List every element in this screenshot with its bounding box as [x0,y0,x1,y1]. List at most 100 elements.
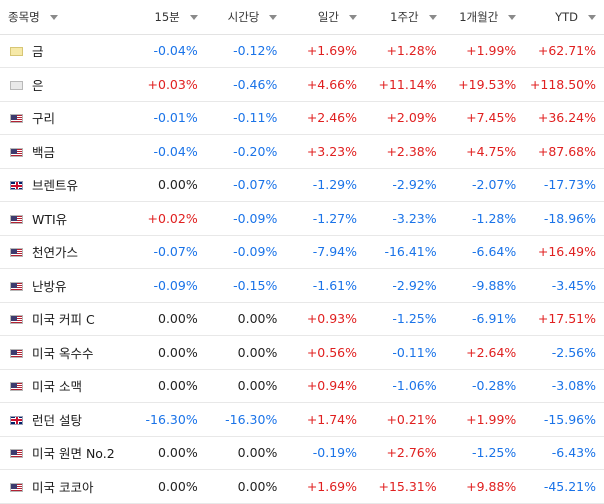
change-value-cell: -17.73% [524,168,604,202]
commodity-name-link[interactable]: 난방유 [32,278,67,294]
commodity-name-cell[interactable]: 구리 [0,101,127,135]
column-header-hourly[interactable]: 시간당 [205,0,286,35]
column-header-label: YTD [555,9,578,24]
us-flag-icon [10,248,23,258]
change-value-cell: -0.12% [205,34,286,68]
us-flag-icon [10,482,23,492]
table-row[interactable]: 구리 -0.01% -0.11% +2.46% +2.09% +7.45% +36.24% [0,101,604,135]
column-header-monthly[interactable]: 1개월간 [444,0,525,35]
column-header-ytd[interactable]: YTD [524,0,604,35]
sort-caret-icon[interactable] [428,14,437,20]
table-row[interactable]: 백금 -0.04% -0.20% +3.23% +2.38% +4.75% +87.68% [0,134,604,169]
commodity-name-link[interactable]: 미국 옥수수 [32,345,94,361]
change-value-cell: +0.93% [285,302,365,336]
column-header-daily[interactable]: 일간 [285,0,365,35]
sort-caret-icon[interactable] [508,14,517,20]
silver-icon [10,80,23,90]
us-flag-icon [10,114,23,124]
commodity-name-cell[interactable]: 미국 옥수수 [0,335,127,370]
commodity-name-link[interactable]: 금 [32,44,44,60]
sort-caret-icon[interactable] [189,14,198,20]
sort-caret-icon[interactable] [269,14,278,20]
commodity-name-link[interactable]: 미국 소맥 [32,379,82,395]
commodity-name-cell[interactable]: 미국 코코아 [0,469,127,504]
table-row[interactable]: 천연가스 -0.07% -0.09% -7.94% -16.41% -6.64% +16.4… [0,235,604,269]
column-header-label: 시간당 [227,9,260,24]
table-row[interactable]: 브렌트유 0.00% -0.07% -1.29% -2.92% -2.07% -17.73% [0,168,604,202]
commodity-name-cell[interactable]: 은 [0,67,127,102]
change-value-cell: +2.38% [365,134,445,169]
table-row[interactable]: 난방유 -0.09% -0.15% -1.61% -2.92% -9.88% -3.45% [0,268,604,303]
sort-caret-icon[interactable] [588,14,596,20]
change-value-cell: 0.00% [126,469,206,504]
commodity-name-link[interactable]: 구리 [32,111,56,127]
table-row[interactable]: 미국 커피 C 0.00% 0.00% +0.93% -1.25% -6.91% +17.5… [0,302,604,336]
table-row[interactable]: 미국 옥수수 0.00% 0.00% +0.56% -0.11% +2.64% -2.56% [0,335,604,370]
change-value-cell: +87.68% [524,134,604,169]
commodity-name-cell[interactable]: 브렌트유 [0,168,127,202]
table-row[interactable]: 미국 코코아 0.00% 0.00% +1.69% +15.31% +9.88% -45.2… [0,469,604,504]
change-value-cell: +1.99% [444,402,525,437]
change-value-cell: +9.88% [444,469,525,504]
commodity-name-link[interactable]: 천연가스 [32,245,79,261]
change-value-cell: -6.43% [524,436,604,470]
change-value-cell: -0.20% [205,134,286,169]
change-value-cell: -18.96% [524,201,604,236]
column-header-15min[interactable]: 15분 [126,0,206,35]
column-header-weekly[interactable]: 1주간 [365,0,445,35]
change-value-cell: +1.99% [444,34,525,68]
change-value-cell: +17.51% [524,302,604,336]
us-flag-icon [10,449,23,459]
change-value-cell: 0.00% [205,369,286,403]
commodity-name-link[interactable]: 브렌트유 [32,178,79,194]
change-value-cell: 0.00% [126,302,206,336]
table-row[interactable]: 런던 설탕 -16.30% -16.30% +1.74% +0.21% +1.99% -15… [0,402,604,437]
commodity-name-cell[interactable]: 런던 설탕 [0,402,127,437]
table-row[interactable]: 미국 소맥 0.00% 0.00% +0.94% -1.06% -0.28% -3.08% [0,369,604,403]
sort-caret-icon[interactable] [349,14,357,20]
commodity-name-cell[interactable]: 금 [0,34,127,68]
change-value-cell: +4.66% [285,67,365,102]
table-row[interactable]: WTI유 +0.02% -0.09% -1.27% -3.23% -1.28% -18.96… [0,201,604,236]
change-value-cell: -16.30% [205,402,286,437]
commodity-name-link[interactable]: WTI유 [32,211,68,227]
sort-caret-icon[interactable] [49,14,58,20]
commodity-name-cell[interactable]: 천연가스 [0,235,127,269]
commodity-name-link[interactable]: 미국 커피 C [32,312,95,328]
commodity-name-cell[interactable]: 백금 [0,134,127,169]
commodity-name-link[interactable]: 미국 원면 No.2 [32,446,115,462]
table-row[interactable]: 금 -0.04% -0.12% +1.69% +1.28% +1.99% +62.71% [0,34,604,68]
header-row: 종목명 15분 시간당 일간 1주간 1개월간 YTD [0,0,604,35]
change-value-cell: -1.27% [285,201,365,236]
commodity-name-link[interactable]: 미국 코코아 [32,479,94,495]
change-value-cell: +0.21% [365,402,445,437]
commodity-name-cell[interactable]: 미국 커피 C [0,302,127,336]
us-flag-icon [10,315,23,325]
commodity-name-link[interactable]: 백금 [32,144,56,160]
change-value-cell: -0.46% [205,67,286,102]
change-value-cell: +0.56% [285,335,365,370]
change-value-cell: -0.09% [126,268,206,303]
change-value-cell: +11.14% [365,67,445,102]
change-value-cell: +62.71% [524,34,604,68]
change-value-cell: -16.41% [365,235,445,269]
change-value-cell: 0.00% [205,436,286,470]
table-row[interactable]: 은 +0.03% -0.46% +4.66% +11.14% +19.53% +118.50… [0,67,604,102]
change-value-cell: -2.07% [444,168,525,202]
change-value-cell: -1.06% [365,369,445,403]
change-value-cell: +3.23% [285,134,365,169]
table-row[interactable]: 미국 원면 No.2 0.00% 0.00% -0.19% +2.76% -1.25% -6… [0,436,604,470]
commodity-name-cell[interactable]: 난방유 [0,268,127,303]
column-header-label: 일간 [317,9,339,24]
us-flag-icon [10,382,23,392]
commodity-name-link[interactable]: 런던 설탕 [32,412,82,428]
commodity-name-cell[interactable]: 미국 소맥 [0,369,127,403]
commodity-name-link[interactable]: 은 [32,77,44,93]
commodity-name-cell[interactable]: 미국 원면 No.2 [0,436,127,470]
change-value-cell: -9.88% [444,268,525,303]
commodity-name-cell[interactable]: WTI유 [0,201,127,236]
change-value-cell: -0.09% [205,201,286,236]
column-header-name[interactable]: 종목명 [0,0,127,35]
change-value-cell: -1.61% [285,268,365,303]
